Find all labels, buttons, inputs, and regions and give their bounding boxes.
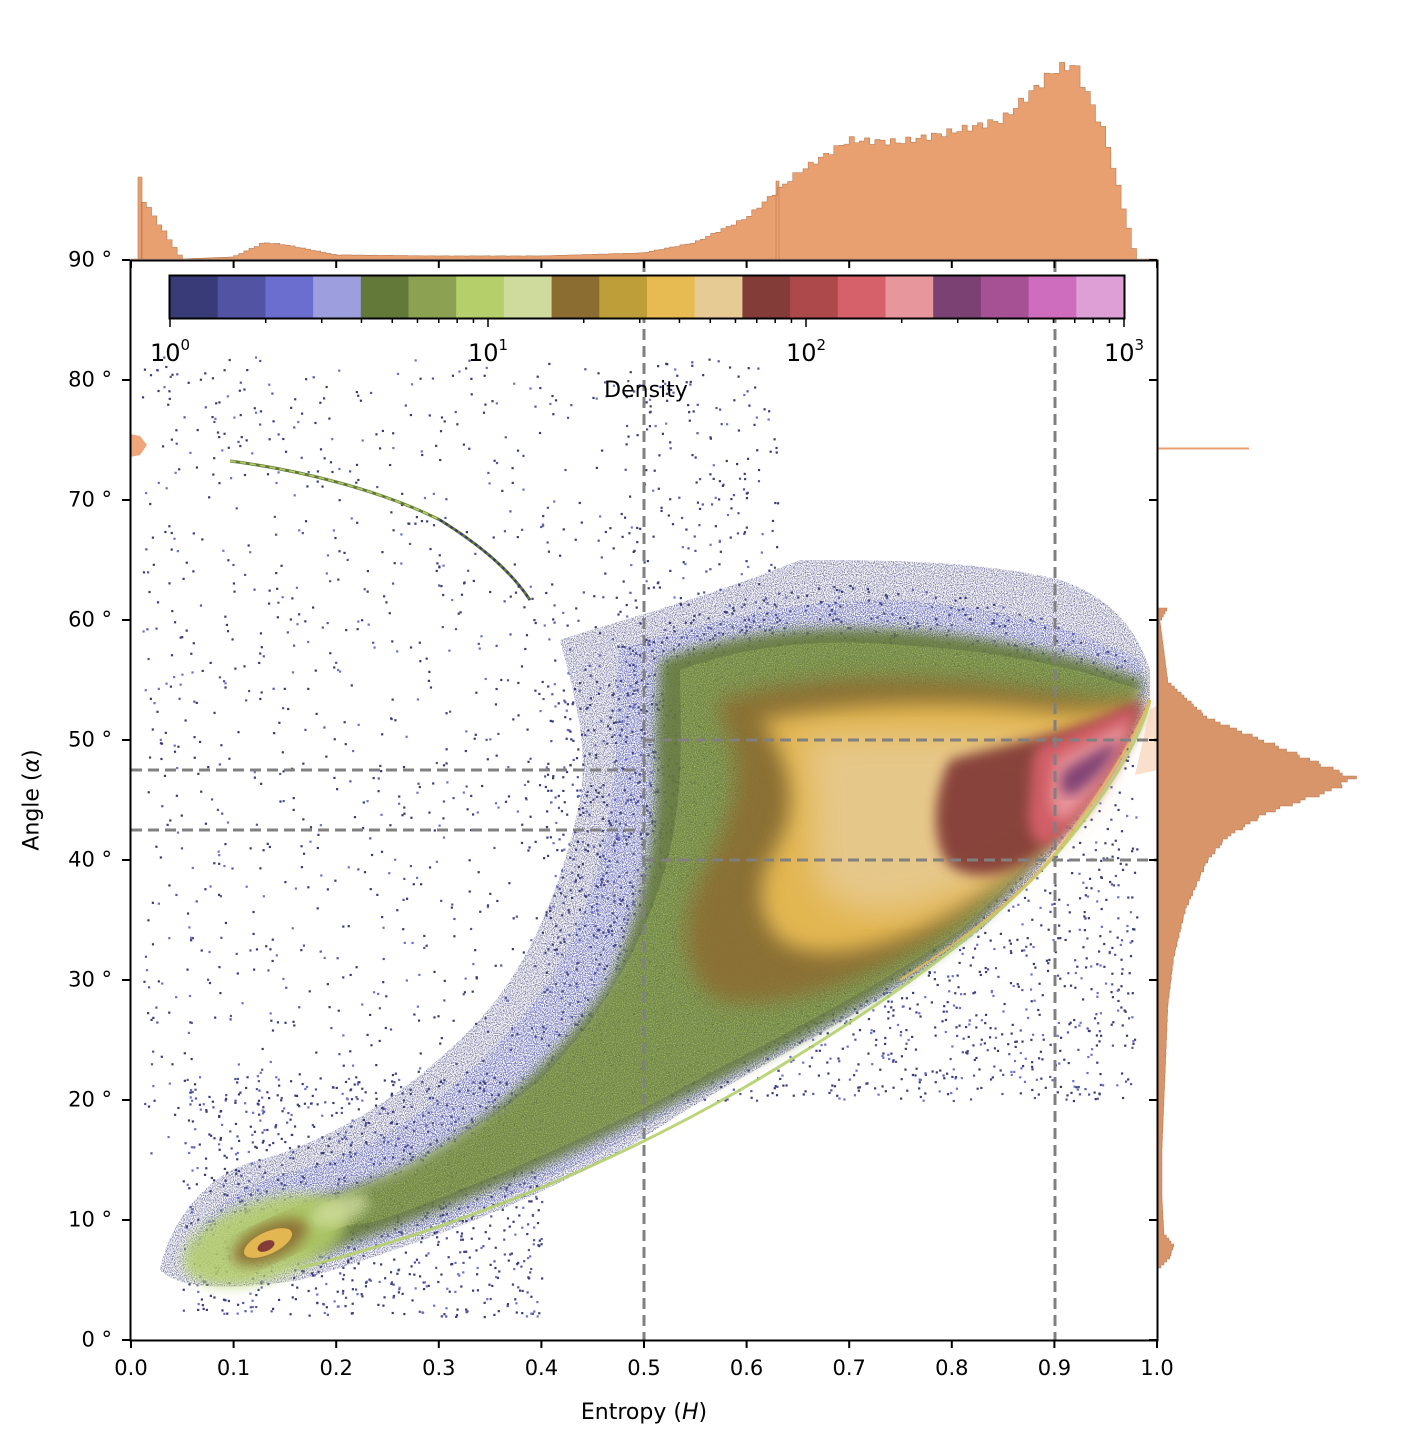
x-tick-label: 0.2 bbox=[319, 1356, 353, 1380]
x-tick-label: 0.3 bbox=[422, 1356, 456, 1380]
x-axis-ticks bbox=[130, 260, 1158, 1348]
colorbar bbox=[168, 274, 1126, 327]
y-axis-label-symbol: α bbox=[19, 757, 45, 773]
density-heatmap bbox=[141, 356, 1157, 1319]
y-tick-label: 90 ° bbox=[68, 247, 112, 272]
marginal-x-histogram bbox=[131, 62, 1157, 260]
y-tick-label: 40 ° bbox=[68, 847, 112, 872]
y-axis-label: Angle (α) bbox=[20, 749, 45, 850]
y-tick-label: 30 ° bbox=[68, 967, 112, 992]
colorbar-tick-label: 103 bbox=[1103, 336, 1145, 367]
reference-lines bbox=[131, 261, 1157, 1340]
y-tick-label: 70 ° bbox=[68, 487, 112, 512]
y-tick-label: 20 ° bbox=[68, 1087, 112, 1112]
y-tick-label: 0 ° bbox=[81, 1327, 112, 1352]
x-tick-label: 0.8 bbox=[935, 1356, 969, 1380]
y-axis-label-text: Angle ( bbox=[19, 772, 45, 851]
x-tick-label: 0.4 bbox=[524, 1356, 559, 1380]
y-tick-label: 50 ° bbox=[68, 727, 112, 752]
colorbar-tick-label: 102 bbox=[785, 336, 827, 367]
y-tick-label: 80 ° bbox=[68, 367, 112, 392]
marginal-y-histogram bbox=[1157, 447, 1357, 1269]
x-tick-label: 0.6 bbox=[729, 1356, 764, 1380]
colorbar-title: Density bbox=[604, 378, 688, 403]
x-tick-label: 0.5 bbox=[627, 1356, 661, 1380]
x-axis-label: Entropy (H) bbox=[581, 1400, 707, 1425]
colorbar-tick-label: 100 bbox=[149, 336, 191, 367]
y-axis-label-suffix: ) bbox=[19, 749, 45, 758]
x-axis-label-symbol: H bbox=[681, 1400, 699, 1425]
x-axis-label-suffix: ) bbox=[698, 1400, 708, 1425]
colorbar-tick-label: 101 bbox=[467, 336, 509, 367]
x-tick-label: 0.1 bbox=[216, 1356, 251, 1380]
y-tick-label: 10 ° bbox=[68, 1207, 112, 1232]
x-axis-label-text: Entropy ( bbox=[580, 1400, 682, 1425]
y-axis-ticks bbox=[122, 259, 1157, 1341]
x-tick-label: 0.9 bbox=[1037, 1356, 1072, 1380]
axis-marker-blob bbox=[130, 434, 147, 457]
y-tick-label: 60 ° bbox=[68, 607, 112, 632]
x-tick-label: 1.0 bbox=[1140, 1356, 1174, 1380]
x-tick-label: 0.0 bbox=[114, 1356, 148, 1380]
x-tick-label: 0.7 bbox=[832, 1356, 866, 1380]
